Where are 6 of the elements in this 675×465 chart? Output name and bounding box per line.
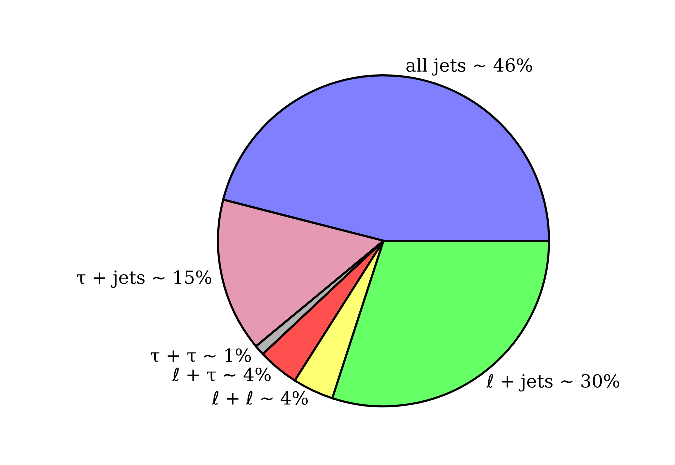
slice-label: all jets ∼ 46% xyxy=(406,58,532,76)
slice-label: τ + jets ∼ 15% xyxy=(77,270,212,288)
slice-label: τ + τ ∼ 1% xyxy=(151,348,252,362)
slice-label: ℓ + ℓ ∼ 4% xyxy=(212,391,308,406)
slice-label: ℓ + jets ∼ 30% xyxy=(486,374,620,392)
slice-label: ℓ + τ ∼ 4% xyxy=(172,368,271,382)
